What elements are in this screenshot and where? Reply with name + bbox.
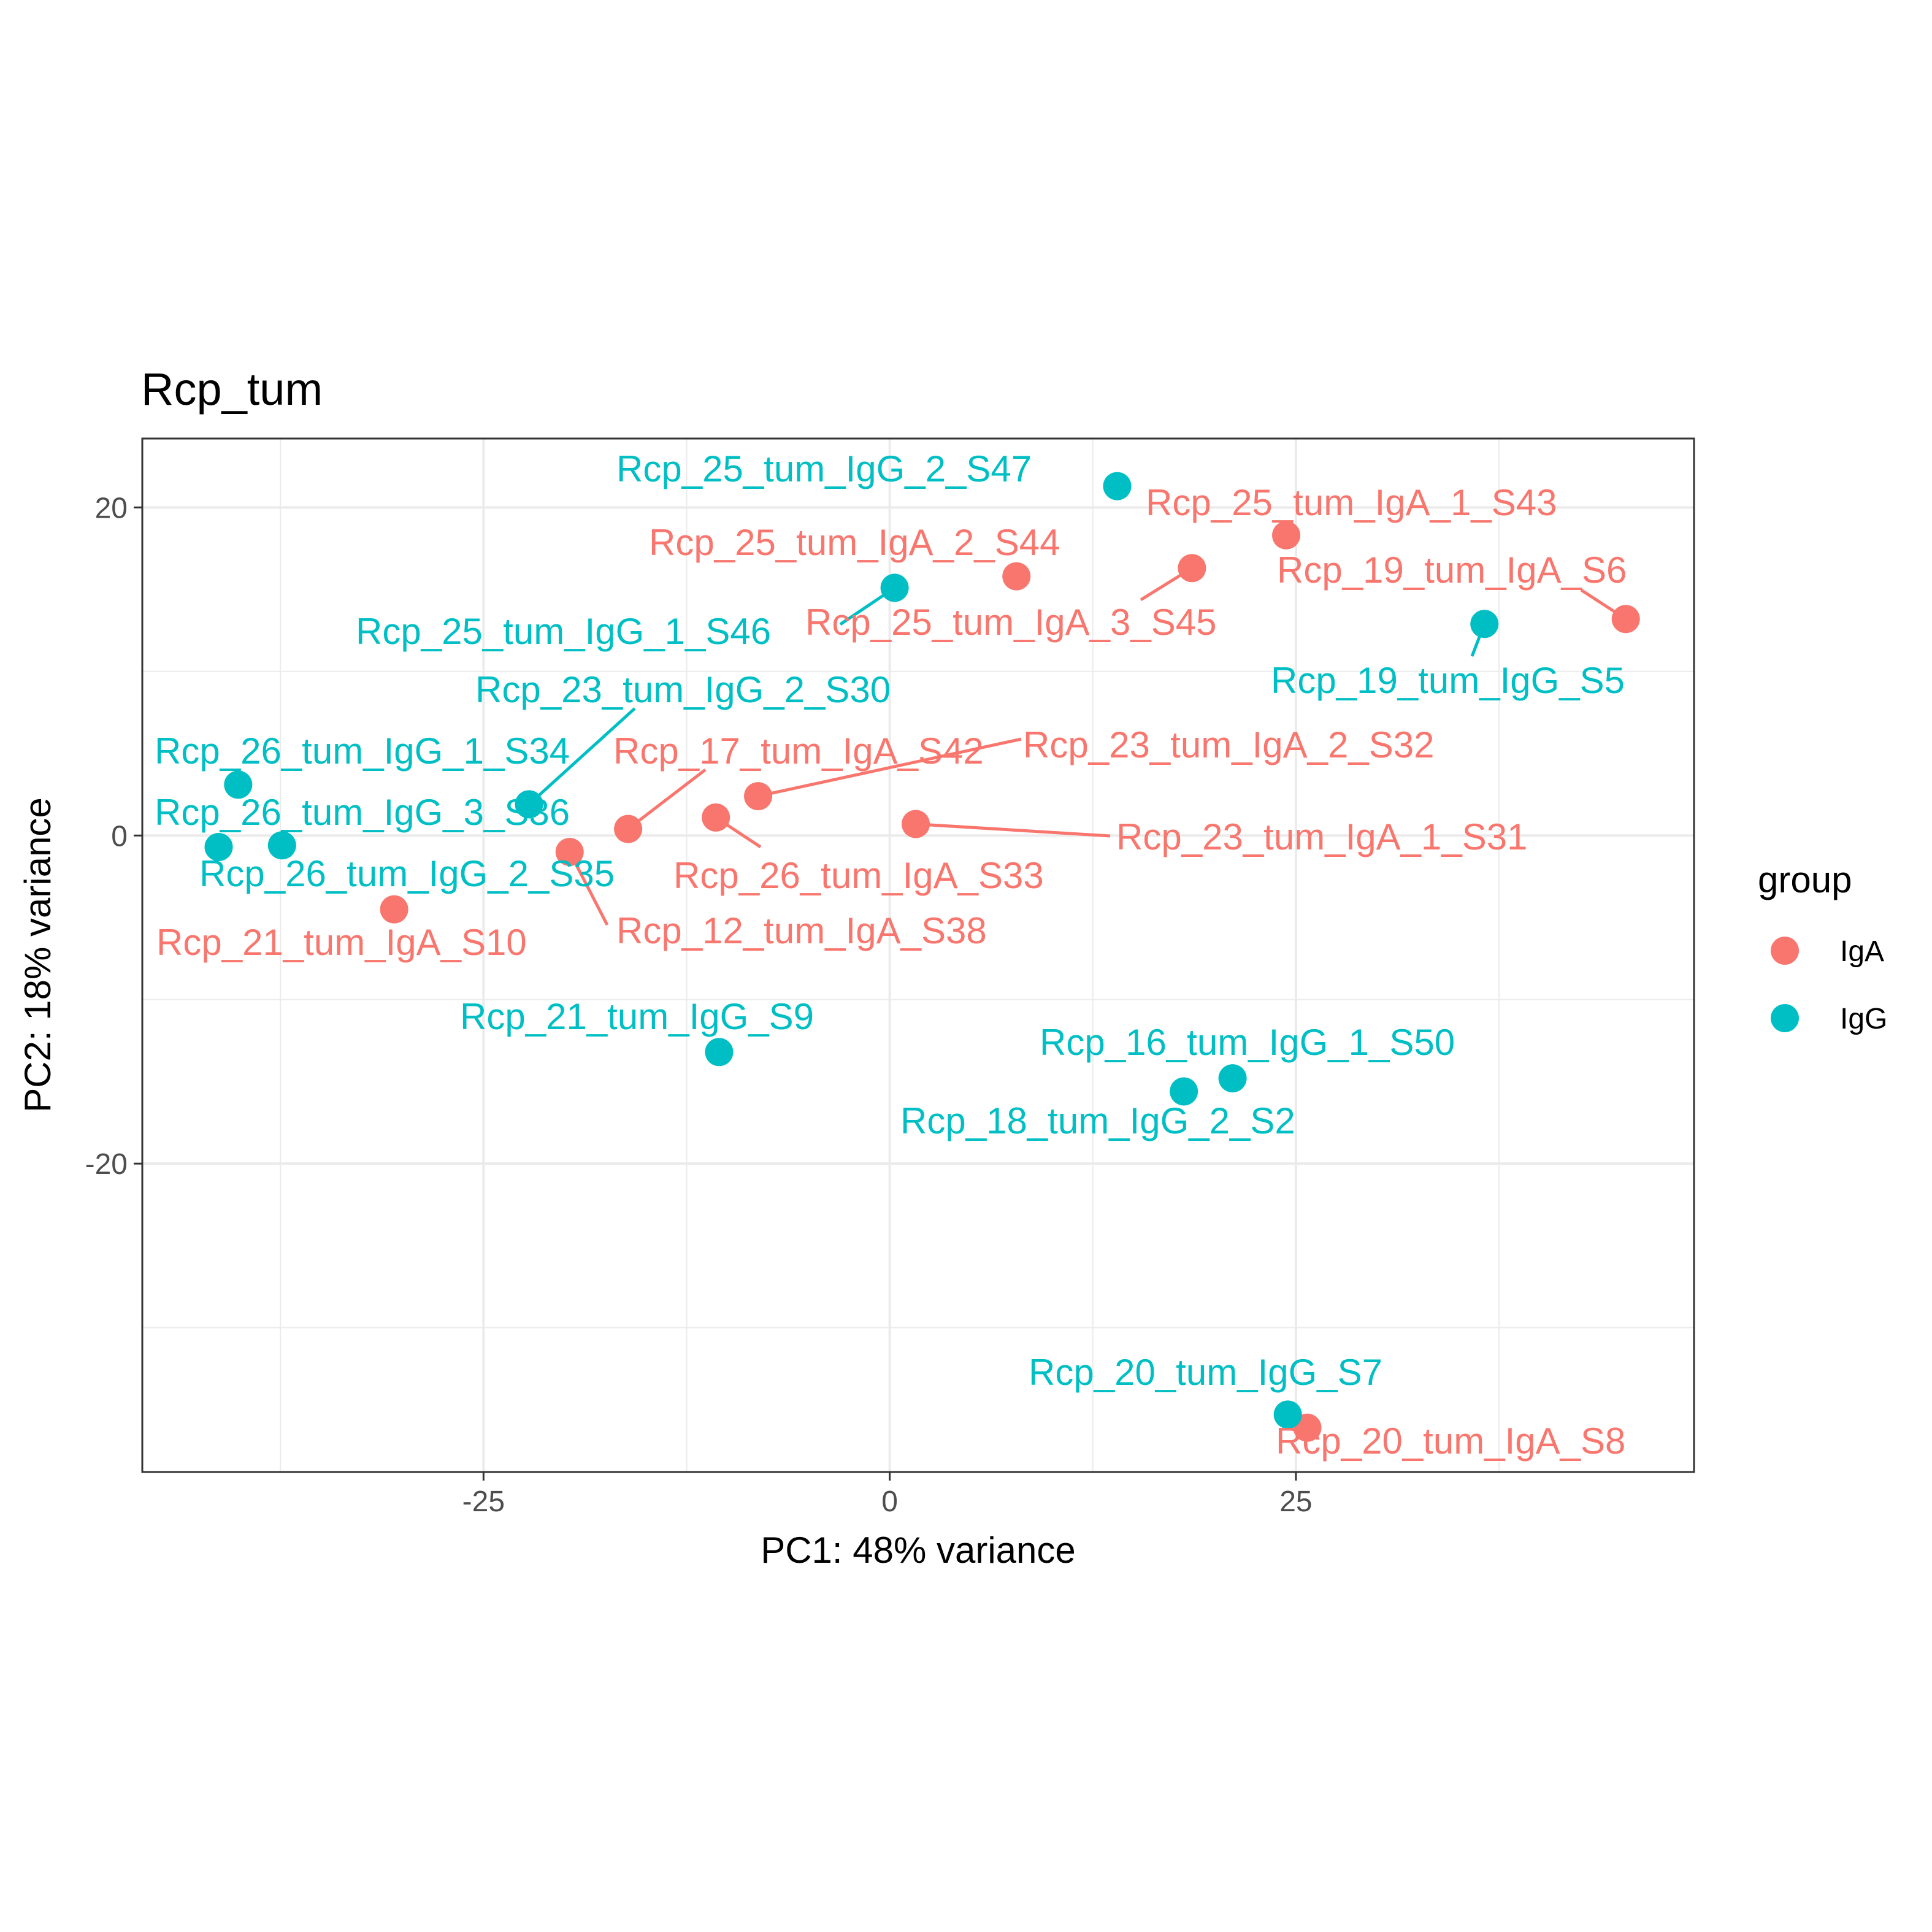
point-label-iga: Rcp_25_tum_IgA_2_S44 — [649, 522, 1060, 563]
plot-panel-border — [141, 437, 1695, 1473]
data-point-igg — [705, 1038, 734, 1067]
data-point-igg — [1103, 472, 1132, 500]
legend-key-iga — [1771, 937, 1799, 965]
legend-entries: IgA IgG — [1771, 935, 1887, 1035]
point-label-iga: Rcp_21_tum_IgA_S10 — [156, 922, 527, 963]
data-point-iga — [902, 810, 930, 838]
legend: group IgA IgG — [1758, 859, 1887, 1035]
point-label-igg: Rcp_19_tum_IgG_S5 — [1271, 660, 1625, 701]
data-point-iga — [702, 803, 730, 832]
y-tick-label: 20 — [95, 492, 128, 524]
data-point-igg — [1218, 1064, 1247, 1093]
point-label-igg: Rcp_16_tum_IgG_1_S50 — [1040, 1022, 1455, 1063]
point-label-iga: Rcp_25_tum_IgA_3_S45 — [805, 602, 1217, 643]
legend-title: group — [1758, 859, 1852, 900]
data-point-igg — [1273, 1400, 1302, 1429]
data-point-iga — [1611, 605, 1640, 634]
chart-title: Rcp_tum — [141, 364, 323, 415]
point-label-igg: Rcp_26_tum_IgG_3_S36 — [155, 792, 570, 833]
data-point-iga — [380, 895, 408, 924]
y-axis-title: PC2: 18% variance — [17, 797, 58, 1113]
y-tick-label: 0 — [111, 820, 128, 853]
point-label-iga: Rcp_19_tum_IgA_S6 — [1277, 550, 1627, 591]
point-labels: Rcp_25_tum_IgA_1_S43 Rcp_25_tum_IgA_2_S44… — [155, 448, 1627, 1462]
point-label-igg: Rcp_25_tum_IgG_1_S46 — [356, 611, 771, 652]
label-connector-iga — [627, 769, 707, 830]
data-point-igg — [267, 831, 296, 860]
point-label-iga: Rcp_23_tum_IgA_2_S32 — [1023, 724, 1435, 765]
axis-ticks: -25 0 25 -20 0 20 — [85, 492, 1313, 1518]
point-label-iga: Rcp_17_tum_IgA_S42 — [613, 730, 984, 772]
point-label-igg: Rcp_25_tum_IgG_2_S47 — [616, 448, 1032, 489]
label-connector-iga — [915, 822, 1111, 838]
data-point-iga — [1272, 521, 1301, 550]
point-label-iga: Rcp_20_tum_IgA_S8 — [1276, 1420, 1625, 1462]
label-connector-igg — [527, 707, 636, 806]
data-point-igg — [880, 573, 909, 602]
point-label-igg: Rcp_26_tum_IgG_2_S35 — [199, 853, 615, 894]
point-label-igg: Rcp_26_tum_IgG_1_S34 — [155, 730, 570, 772]
point-label-igg: Rcp_23_tum_IgG_2_S30 — [475, 669, 891, 710]
data-point-iga — [744, 782, 773, 811]
legend-label-igg: IgG — [1840, 1003, 1887, 1035]
point-label-iga: Rcp_23_tum_IgA_1_S31 — [1116, 816, 1528, 857]
x-axis-title: PC1: 48% variance — [761, 1530, 1076, 1571]
data-point-iga — [614, 815, 643, 843]
label-connector-iga — [757, 737, 1022, 798]
point-label-igg: Rcp_18_tum_IgG_2_S2 — [900, 1100, 1295, 1141]
point-label-igg: Rcp_20_tum_IgG_S7 — [1029, 1352, 1382, 1393]
point-label-iga: Rcp_25_tum_IgA_1_S43 — [1146, 482, 1557, 523]
point-label-igg: Rcp_21_tum_IgG_S9 — [460, 996, 814, 1037]
grid — [142, 439, 1694, 1472]
data-point-igg — [1470, 610, 1499, 638]
data-point-igg — [1170, 1077, 1198, 1106]
point-label-iga: Rcp_12_tum_IgA_S38 — [616, 910, 987, 951]
x-tick-label: 25 — [1279, 1485, 1312, 1518]
data-point-igg — [224, 770, 253, 799]
data-point-iga — [1178, 554, 1206, 583]
x-tick-label: -25 — [462, 1485, 505, 1518]
data-points — [204, 472, 1640, 1442]
data-point-igg — [204, 832, 233, 861]
data-point-igg — [515, 790, 543, 819]
data-point-iga — [555, 838, 584, 866]
y-tick-label: -20 — [85, 1148, 128, 1181]
data-point-iga — [1002, 562, 1031, 591]
x-tick-label: 0 — [881, 1485, 898, 1518]
legend-label-iga: IgA — [1840, 935, 1884, 968]
point-label-iga: Rcp_26_tum_IgA_S33 — [673, 855, 1044, 896]
legend-key-igg — [1771, 1004, 1799, 1032]
